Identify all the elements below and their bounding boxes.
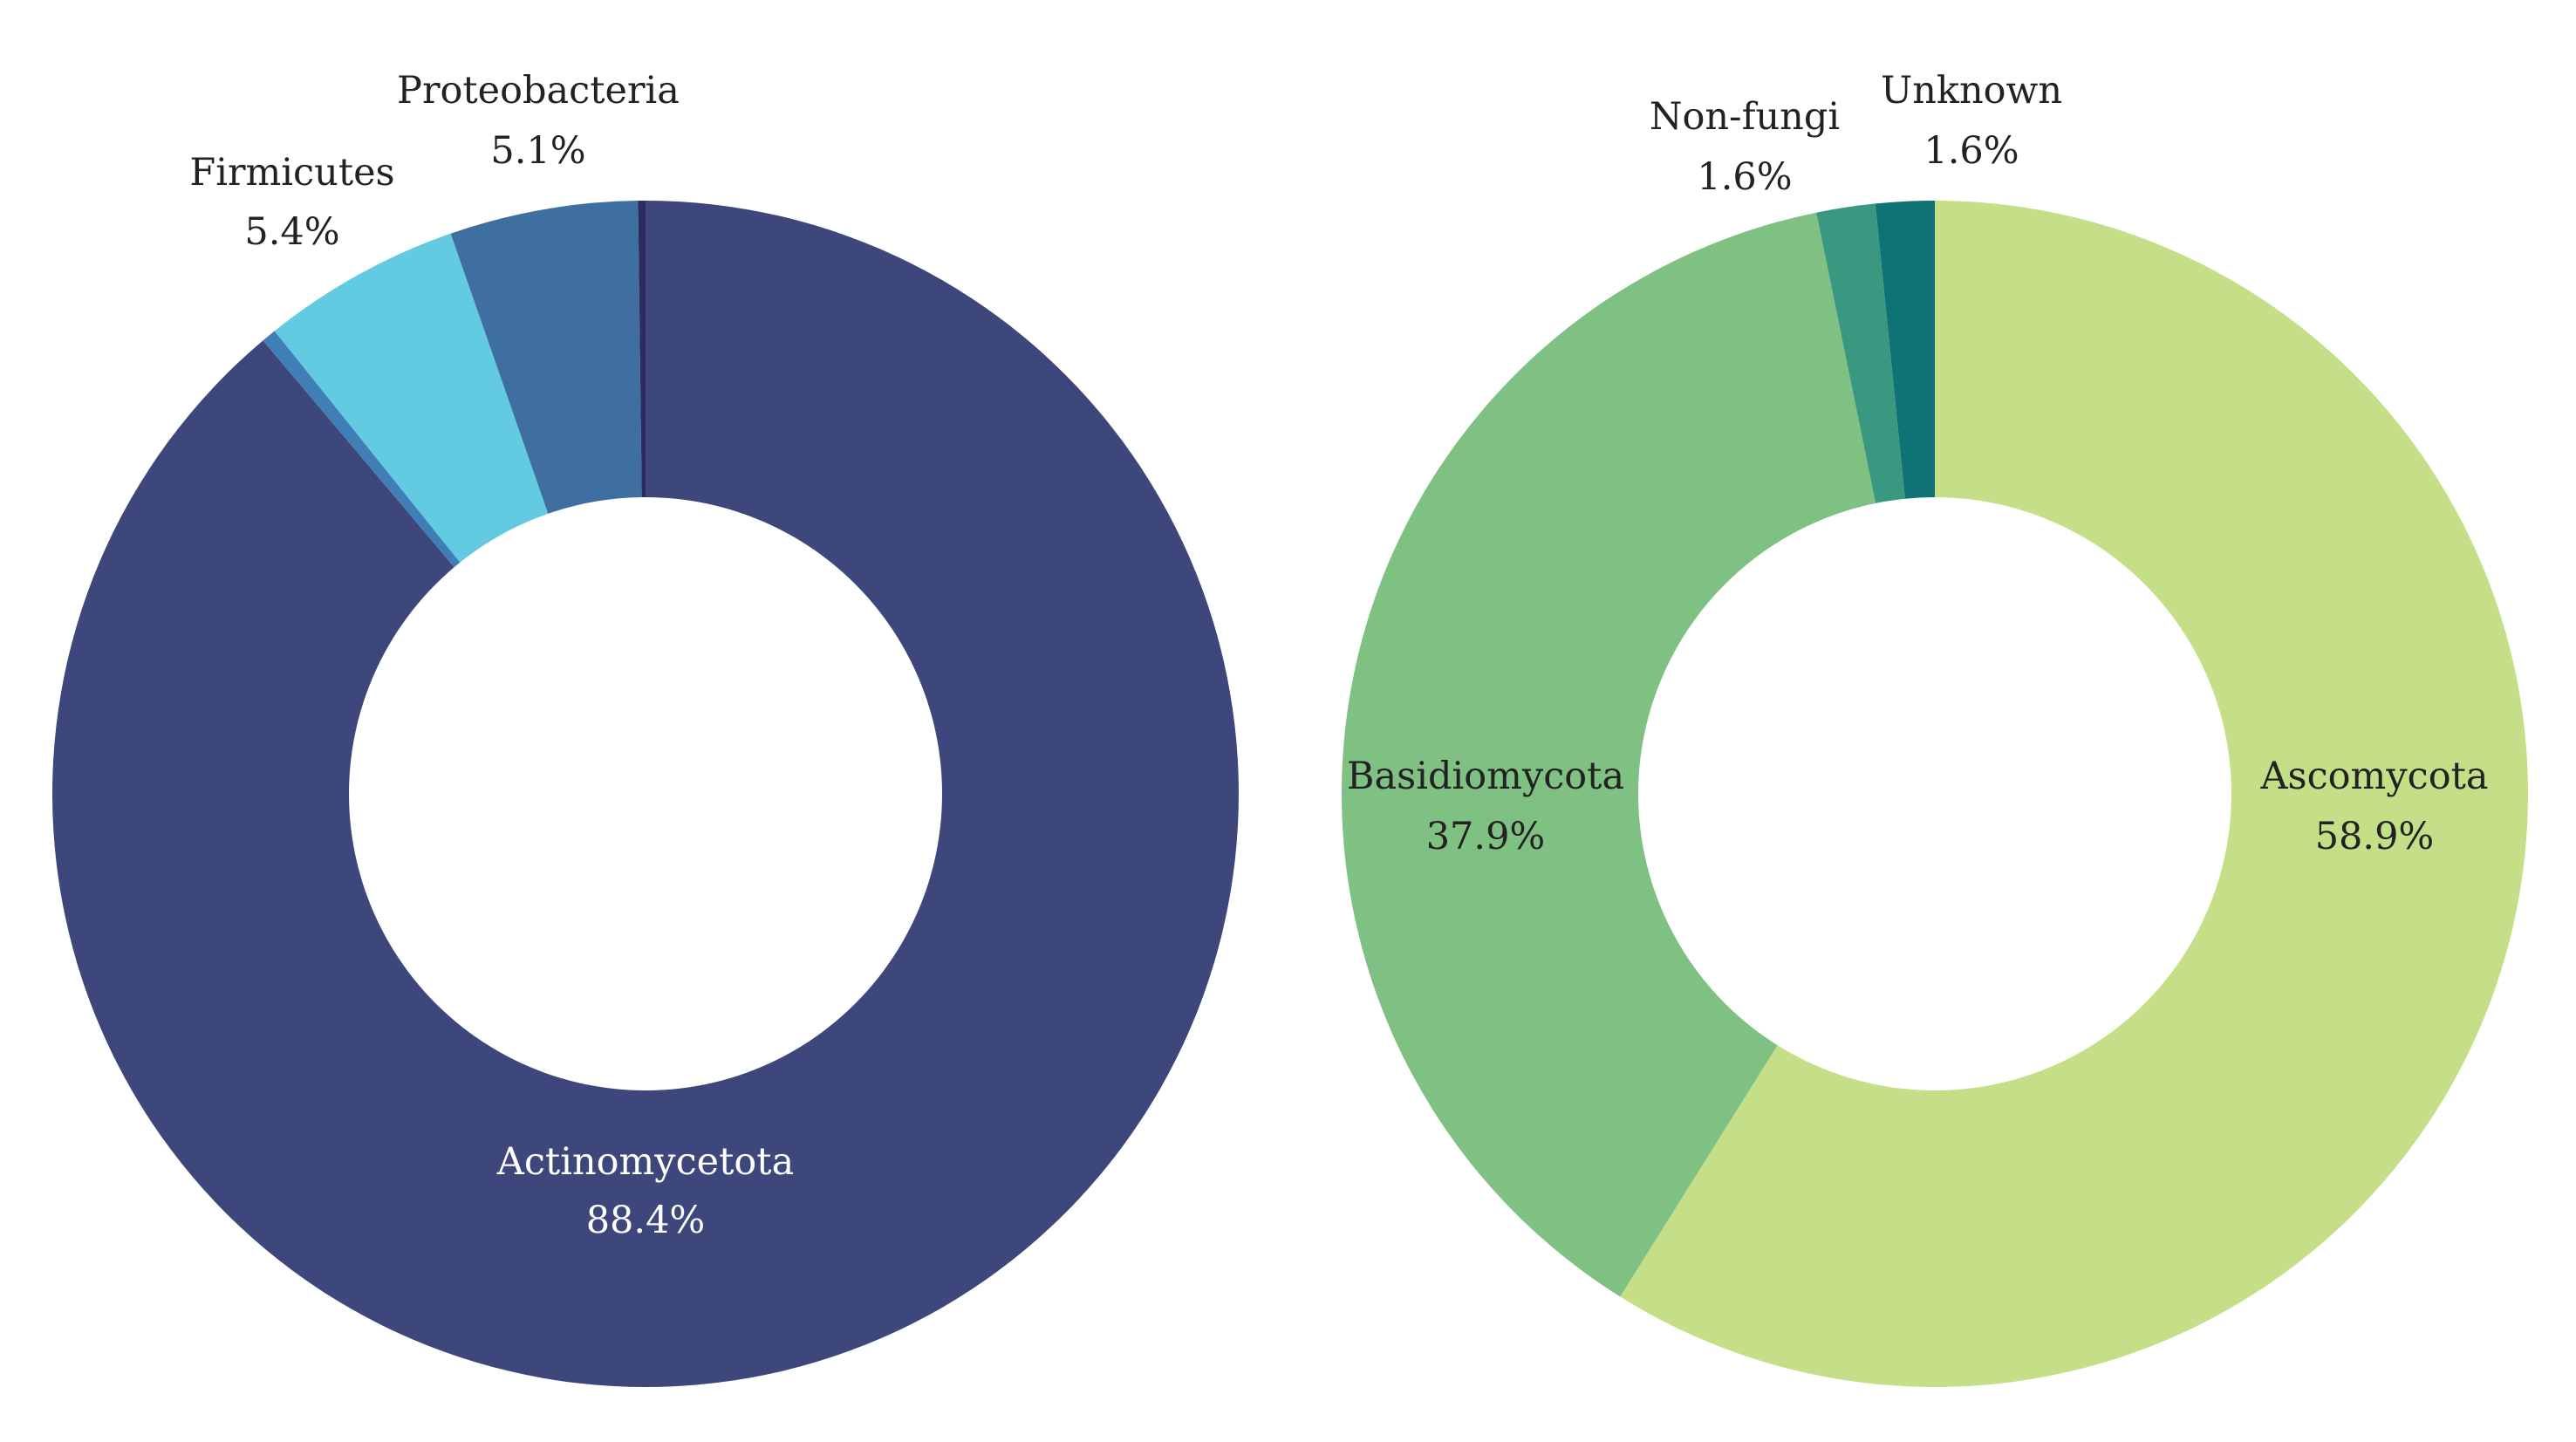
fungi-donut-chart: Ascomycota 58.9% Basidiomycota 37.9% Non… — [1342, 69, 2528, 1387]
label-proteobacteria-value: 5.1% — [490, 129, 585, 173]
label-unknown-value: 1.6% — [1923, 129, 2019, 173]
label-proteobacteria-name: Proteobacteria — [397, 69, 680, 113]
label-non-fungi-name: Non-fungi — [1650, 95, 1840, 139]
bacteria-slices — [51, 201, 1239, 1387]
slice-firmicutes-2 — [274, 233, 549, 563]
label-actinomycetota-value: 88.4% — [586, 1199, 706, 1242]
label-basidiomycota-name: Basidiomycota — [1347, 755, 1624, 798]
fungi-slices — [1342, 201, 2528, 1387]
slice-proteobacteria-3 — [450, 201, 642, 514]
label-firmicutes-value: 5.4% — [244, 210, 339, 254]
bacteria-donut-chart: Actinomycetota 88.4% Firmicutes 5.4% Pro… — [51, 69, 1239, 1387]
label-firmicutes-name: Firmicutes — [189, 151, 394, 195]
slice-unknown-3 — [1875, 201, 1935, 499]
label-non-fungi-value: 1.6% — [1697, 155, 1792, 199]
slice-ascomycota-0 — [1620, 201, 2528, 1387]
slice-basidiomycota-1 — [1342, 212, 1876, 1297]
label-ascomycota-name: Ascomycota — [2259, 755, 2488, 798]
slice-unlabeled-1 — [263, 331, 461, 568]
slice-non-fungi-2 — [1816, 203, 1905, 503]
label-basidiomycota-value: 37.9% — [1426, 815, 1546, 858]
label-unknown-name: Unknown — [1881, 69, 2062, 113]
slice-unlabeled-4 — [638, 201, 646, 498]
label-ascomycota-value: 58.9% — [2315, 815, 2435, 858]
slice-actinomycetota-0 — [51, 201, 1239, 1387]
label-actinomycetota-name: Actinomycetota — [496, 1140, 794, 1184]
